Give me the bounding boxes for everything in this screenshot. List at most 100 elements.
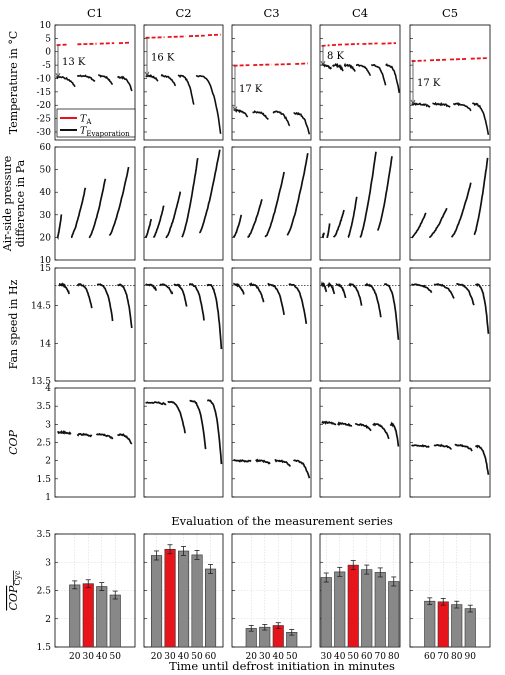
error-bar xyxy=(467,604,473,613)
evaporation-temperature-line xyxy=(272,110,291,127)
ambient-temperature-line xyxy=(429,58,447,62)
column-title-c2: C2 xyxy=(175,6,191,20)
ambient-temperature-line xyxy=(207,33,221,37)
pressure-line xyxy=(165,191,182,239)
cop-cyc-bar xyxy=(388,581,400,648)
cop-line xyxy=(454,443,473,452)
x-tick-label: 30 xyxy=(164,652,176,662)
y-tick-label: 30 xyxy=(40,211,52,221)
fan-line xyxy=(206,283,223,350)
x-tick-label: 20 xyxy=(246,652,258,662)
legend-entry: TA xyxy=(80,114,92,127)
pressure-row: Air-side pressure difference in Pa 60 50 40 3… xyxy=(1,143,491,266)
x-tick-label: 50 xyxy=(348,652,360,662)
evaporation-temperature-line xyxy=(356,63,372,77)
evaporation-temperature-line xyxy=(55,75,76,88)
ambient-temperature-line xyxy=(99,42,115,45)
panel-frame xyxy=(231,24,312,141)
x-tick-label: 80 xyxy=(388,652,400,662)
cop-line xyxy=(274,459,292,467)
ambient-temperature-line xyxy=(233,64,250,67)
temperature-row: Temperature in °C 10 5 0 -5 -10 -15 -20 -25 -30 13… xyxy=(7,21,491,141)
x-tick-label: 50 xyxy=(110,652,122,662)
evaporation-temperature-line xyxy=(432,101,451,108)
cop-cyc-bar xyxy=(437,601,449,648)
pressure-line xyxy=(429,207,448,239)
y-tick-label: -30 xyxy=(37,128,52,138)
cop-line xyxy=(433,443,452,450)
x-tick-label: 40 xyxy=(96,652,108,662)
pressure-line xyxy=(376,156,393,231)
fan-line xyxy=(76,283,93,309)
x-tick-label: 60 xyxy=(424,652,436,662)
y-tick-label: 10 xyxy=(40,256,52,266)
cop-cyc-bar xyxy=(320,577,332,648)
fan-panel-c3 xyxy=(231,267,312,382)
panel-frame xyxy=(319,387,401,498)
cop-panel-c5 xyxy=(409,387,491,498)
cop-cyc-panel-c1: 3.5 3 2.5 2 1.5 20 30 40 50 xyxy=(37,530,136,662)
temperature-gap-label: 13 K xyxy=(62,57,86,68)
y-tick-label: 0 xyxy=(45,48,51,58)
y-tick-label: 3.5 xyxy=(37,402,52,412)
y-tick-label: 20 xyxy=(40,233,52,243)
cop-panel-c1: 4 3.5 3 2.5 2 1.5 1 xyxy=(37,384,136,503)
ambient-temperature-line xyxy=(77,42,97,46)
x-tick-label: 60 xyxy=(361,652,373,662)
error-bar xyxy=(262,624,268,631)
fan-line xyxy=(96,283,114,322)
y-tick-label: 60 xyxy=(40,143,52,153)
fan-line xyxy=(189,283,205,321)
evaporation-temperature-line xyxy=(195,74,222,134)
x-tick-label: 20 xyxy=(151,652,163,662)
cop-line xyxy=(189,399,207,450)
temperature-panel-c5 xyxy=(409,24,491,141)
cop-cyc-panel-c3: 20 30 40 50 xyxy=(231,533,312,662)
column-titles: C1 C2 C3 C4 C5 xyxy=(87,6,458,20)
pressure-line xyxy=(108,166,130,236)
ambient-temperature-line xyxy=(145,36,165,39)
ambient-temperature-line xyxy=(411,59,427,62)
cop-line xyxy=(255,458,271,465)
panels: Temperature in °C1050-5-10-15-20-25-3013… xyxy=(1,21,491,662)
section-title: Evaluation of the measurement series xyxy=(171,514,393,528)
panel-frame xyxy=(319,146,401,261)
cop-line xyxy=(145,401,167,406)
panel-frame xyxy=(143,146,224,261)
panel-frame xyxy=(54,146,136,261)
pressure-line xyxy=(347,196,358,239)
cop-cyc-bar xyxy=(451,604,463,648)
pressure-line xyxy=(326,223,331,238)
column-title-c3: C3 xyxy=(263,6,279,20)
cop-cyc-bar xyxy=(96,586,108,648)
fan-line xyxy=(348,282,363,306)
ambient-temperature-line xyxy=(362,42,378,45)
cop-panel-c4 xyxy=(319,387,401,498)
evaporation-temperature-line xyxy=(160,73,177,87)
y-tick-label: 15 xyxy=(40,264,52,274)
x-tick-label: 70 xyxy=(438,652,450,662)
error-bar xyxy=(248,625,254,632)
pressure-line xyxy=(473,157,489,236)
error-bar xyxy=(427,597,433,606)
cop-line xyxy=(292,459,311,479)
temperature-gap-label: 16 K xyxy=(151,52,175,63)
temperature-gap-annotation: 13 K xyxy=(55,45,86,79)
x-tick-label: 40 xyxy=(334,652,346,662)
pressure-panel-c2 xyxy=(143,146,224,261)
pressure-line xyxy=(181,157,199,238)
y-tick-label: 14 xyxy=(40,339,52,349)
panel-frame xyxy=(319,267,401,382)
error-bar xyxy=(208,564,213,574)
cop-cyc-bar xyxy=(464,608,476,648)
error-bar xyxy=(167,544,173,555)
cop-panel-c2 xyxy=(143,387,224,498)
fan-panel-c2 xyxy=(143,267,224,382)
pressure-line xyxy=(144,218,152,239)
error-bar xyxy=(391,576,397,587)
error-bar xyxy=(350,560,356,570)
y-tick-label: 2 xyxy=(45,615,51,625)
cop-line xyxy=(233,458,252,463)
panel-frame xyxy=(143,387,224,498)
cop-cyc-panel-c2: 20 30 40 50 60 xyxy=(143,533,224,662)
